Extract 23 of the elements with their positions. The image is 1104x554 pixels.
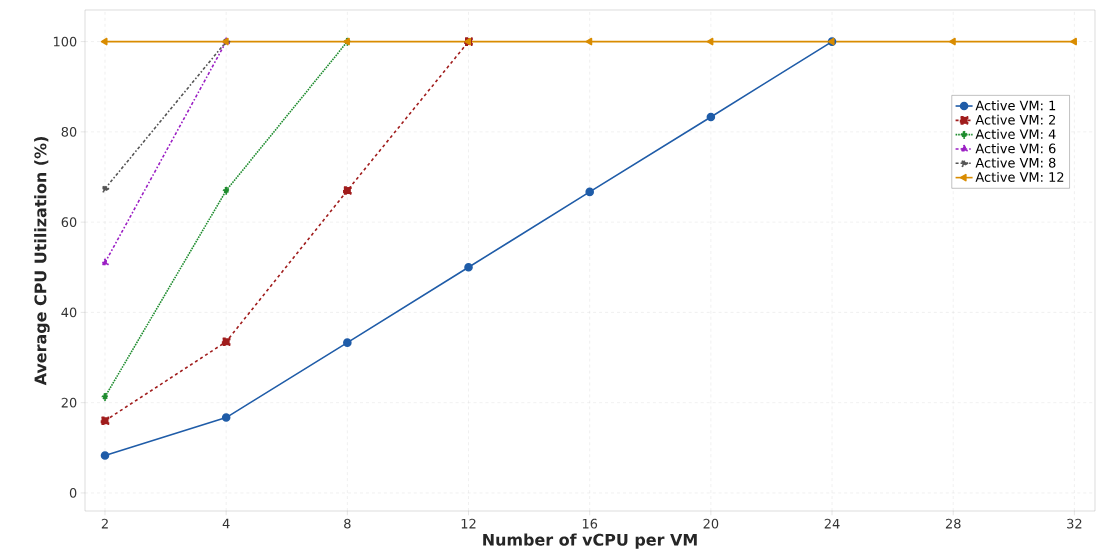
legend-label: Active VM: 2 bbox=[975, 114, 1056, 125]
x-tick-label: 16 bbox=[582, 518, 598, 529]
x-tick-label: 2 bbox=[101, 518, 108, 529]
legend-label: Active VM: 4 bbox=[975, 128, 1056, 140]
y-axis-title: Average CPU Utilization (%) bbox=[34, 137, 50, 386]
y-tick-label: 80 bbox=[61, 126, 77, 137]
legend-label: Active VM: 12 bbox=[975, 171, 1064, 182]
y-tick-label: 60 bbox=[61, 217, 77, 228]
y-tick-label: 40 bbox=[61, 307, 77, 318]
legend-label: Active VM: 1 bbox=[975, 100, 1056, 111]
x-tick-label: 4 bbox=[222, 518, 230, 529]
x-tick-label: 12 bbox=[461, 518, 476, 529]
x-tick-label: 24 bbox=[824, 518, 840, 529]
x-tick-label: 32 bbox=[1067, 518, 1082, 529]
x-axis-title: Number of vCPU per VM bbox=[483, 533, 697, 549]
y-tick-label: 100 bbox=[53, 36, 77, 47]
x-tick-label: 28 bbox=[945, 518, 961, 529]
y-tick-label: 20 bbox=[61, 397, 77, 408]
legend-label: Active VM: 8 bbox=[975, 157, 1056, 168]
legend-label: Active VM: 6 bbox=[975, 143, 1056, 154]
y-tick-label: 0 bbox=[69, 488, 77, 498]
x-tick-label: 8 bbox=[344, 518, 351, 529]
x-tick-label: 20 bbox=[703, 518, 719, 529]
